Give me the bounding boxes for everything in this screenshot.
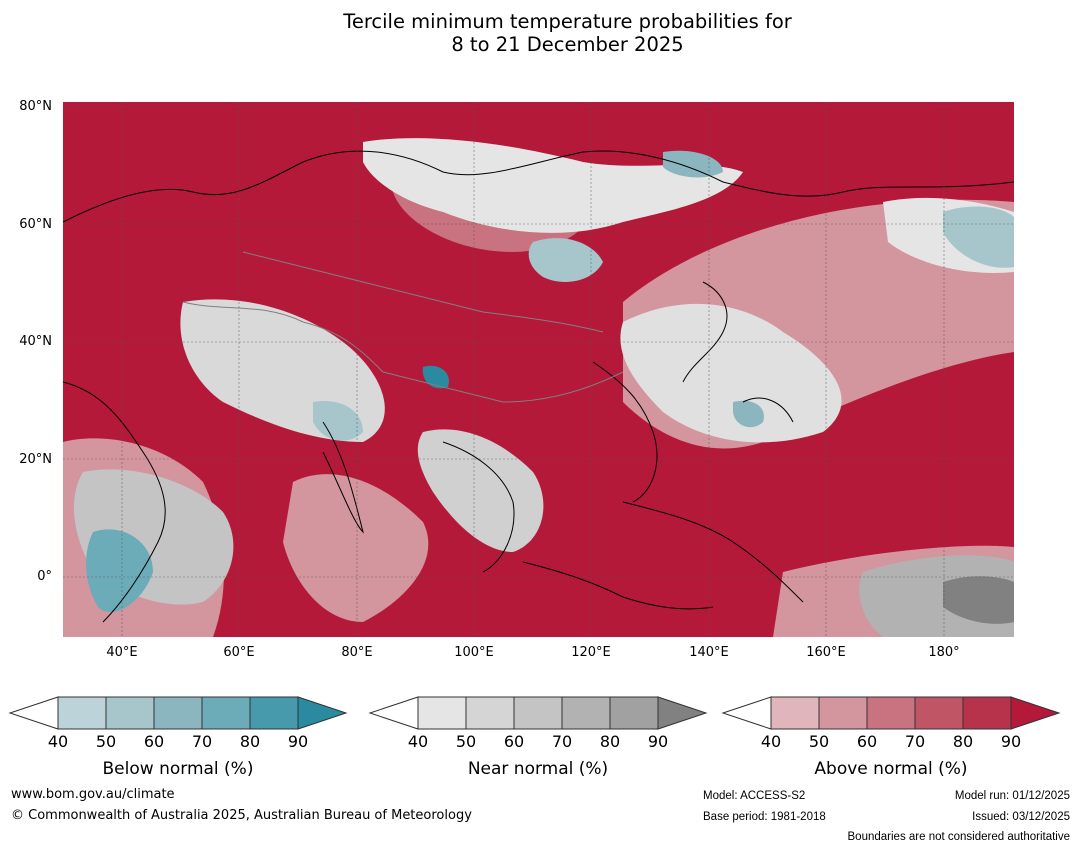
probability-map — [63, 102, 1014, 637]
near-normal-swatch-1 — [417, 696, 467, 730]
above-normal-tick-50: 50 — [808, 732, 830, 751]
below-normal-swatch-5 — [249, 696, 299, 730]
above-normal-tick-60: 60 — [856, 732, 878, 751]
near-normal-swatch-3 — [513, 696, 563, 730]
near-normal-tick-70: 70 — [551, 732, 573, 751]
above-normal-tick-80: 80 — [952, 732, 974, 751]
below-normal-swatch-under — [8, 696, 59, 730]
lat-label-40n: 40°N — [19, 334, 52, 349]
below-normal-swatch-4 — [201, 696, 251, 730]
near-normal-swatch-under — [368, 696, 419, 730]
above-normal-tick-40: 40 — [760, 732, 782, 751]
lon-label-100e: 100°E — [454, 645, 494, 660]
above-normal-swatch-over — [1010, 696, 1061, 730]
near-normal-tick-60: 60 — [503, 732, 525, 751]
below-normal-zones — [86, 150, 1014, 613]
probability-map-svg — [63, 102, 1014, 637]
lat-label-20n: 20°N — [19, 452, 52, 467]
below-normal-tick-50: 50 — [95, 732, 117, 751]
model-run-date: Model run: 01/12/2025 — [954, 790, 1070, 802]
near-normal-swatch-over — [657, 696, 708, 730]
lon-label-160e: 160°E — [806, 645, 846, 660]
below-normal-tick-90: 90 — [287, 732, 309, 751]
coastlines — [63, 150, 1014, 623]
lon-label-40e: 40°E — [106, 645, 138, 660]
lat-label-60n: 60°N — [19, 217, 52, 232]
near-normal-colorbar — [368, 690, 710, 730]
lon-label-140e: 140°E — [689, 645, 729, 660]
below-normal-colorbar — [8, 690, 350, 730]
lat-label-equator: 0° — [37, 569, 52, 584]
lon-label-80e: 80°E — [341, 645, 373, 660]
base-period: Base period: 1981-2018 — [703, 811, 826, 823]
above-normal-swatch-3 — [866, 696, 916, 730]
below-normal-tick-70: 70 — [191, 732, 213, 751]
lon-label-60e: 60°E — [223, 645, 255, 660]
website-link[interactable]: www.bom.gov.au/climate — [11, 787, 175, 802]
graticule — [63, 102, 1014, 637]
above-normal-colorbar — [721, 690, 1063, 730]
issued-date: Issued: 03/12/2025 — [972, 811, 1070, 823]
country-boundaries — [182, 251, 624, 403]
lon-label-120e: 120°E — [571, 645, 611, 660]
near-normal-swatch-5 — [609, 696, 659, 730]
above-normal-swatch-5 — [962, 696, 1012, 730]
near-normal-swatch-2 — [465, 696, 515, 730]
near-normal-tick-80: 80 — [599, 732, 621, 751]
near-normal-legend-title: Near normal (%) — [467, 759, 609, 779]
above-normal-swatch-under — [721, 696, 772, 730]
below-normal-swatch-over — [297, 696, 348, 730]
lon-label-180: 180° — [928, 645, 960, 660]
above-normal-swatch-4 — [914, 696, 964, 730]
above-normal-tick-90: 90 — [1000, 732, 1022, 751]
lat-label-80n: 80°N — [19, 99, 52, 114]
below-normal-legend-title: Below normal (%) — [102, 759, 254, 779]
above-normal-tick-70: 70 — [904, 732, 926, 751]
near-normal-tick-50: 50 — [455, 732, 477, 751]
above-normal-legend-title: Above normal (%) — [814, 759, 968, 779]
below-normal-swatch-1 — [57, 696, 107, 730]
map-title-line-1: Tercile minimum temperature probabilitie… — [343, 10, 792, 33]
boundaries-disclaimer: Boundaries are not considered authoritat… — [847, 831, 1070, 843]
map-title-line-2: 8 to 21 December 2025 — [451, 33, 684, 56]
copyright-notice: © Commonwealth of Australia 2025, Austra… — [11, 808, 472, 823]
above-normal-swatch-1 — [770, 696, 820, 730]
below-normal-tick-40: 40 — [47, 732, 69, 751]
model-name: Model: ACCESS-S2 — [703, 790, 806, 802]
above-normal-swatch-2 — [818, 696, 868, 730]
near-normal-zones — [73, 138, 1014, 637]
near-normal-swatch-4 — [561, 696, 611, 730]
below-normal-tick-80: 80 — [239, 732, 261, 751]
below-normal-tick-60: 60 — [143, 732, 165, 751]
near-normal-tick-40: 40 — [407, 732, 429, 751]
below-normal-swatch-3 — [153, 696, 203, 730]
near-normal-tick-90: 90 — [647, 732, 669, 751]
below-normal-swatch-2 — [105, 696, 155, 730]
